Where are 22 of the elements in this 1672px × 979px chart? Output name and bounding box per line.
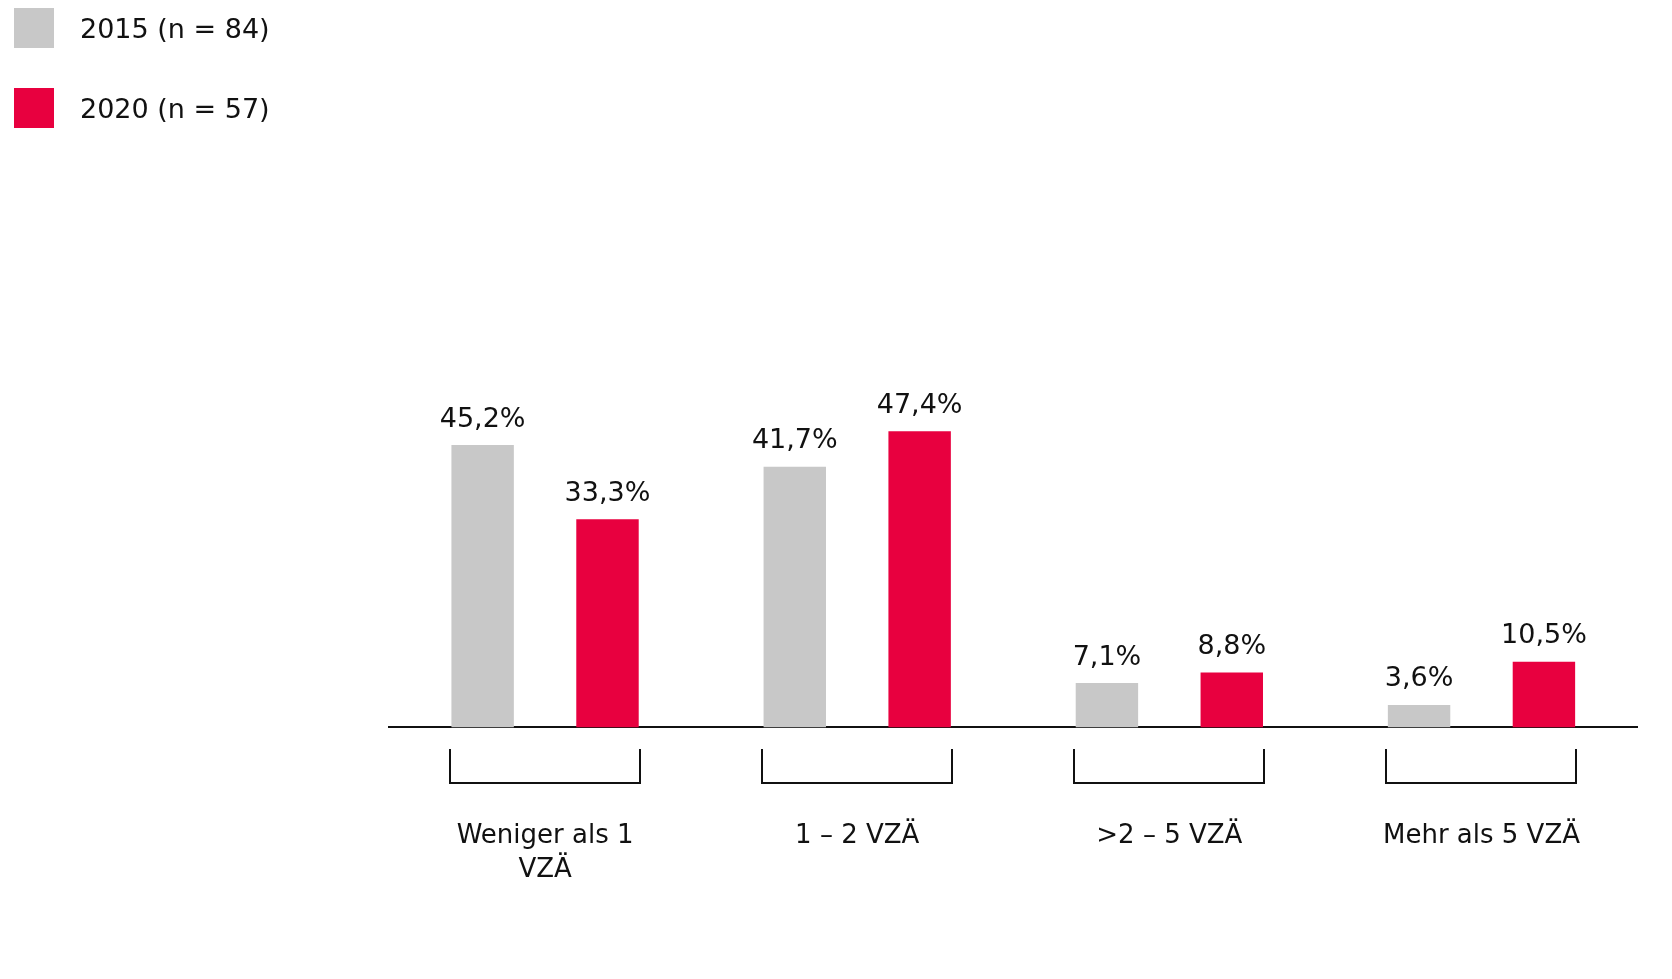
x-tick-label: >2 – 5 VZÄ bbox=[1096, 818, 1243, 850]
x-tick-label: Weniger als 1 VZÄ bbox=[456, 819, 634, 883]
bar bbox=[1387, 704, 1451, 728]
data-label: 33,3% bbox=[564, 475, 651, 507]
data-label: 45,2% bbox=[439, 401, 526, 433]
legend-label: 2015 (n = 84) bbox=[80, 12, 270, 44]
data-label: 47,4% bbox=[876, 387, 963, 419]
bar bbox=[451, 444, 514, 728]
data-label: 3,6% bbox=[1384, 661, 1454, 693]
data-label: 10,5% bbox=[1501, 618, 1587, 650]
bar bbox=[576, 519, 639, 728]
bar bbox=[1200, 672, 1263, 728]
legend-label: 2020 (n = 57) bbox=[80, 92, 270, 124]
bar bbox=[1075, 683, 1139, 728]
bar bbox=[1512, 661, 1576, 728]
x-tick-label: Mehr als 5 VZÄ bbox=[1382, 818, 1581, 850]
x-tick-label: 1 – 2 VZÄ bbox=[795, 818, 920, 850]
bar bbox=[763, 466, 826, 728]
data-label: 8,8% bbox=[1197, 628, 1267, 660]
data-label: 7,1% bbox=[1072, 639, 1142, 671]
data-label: 41,7% bbox=[751, 423, 838, 455]
bar bbox=[888, 431, 951, 728]
